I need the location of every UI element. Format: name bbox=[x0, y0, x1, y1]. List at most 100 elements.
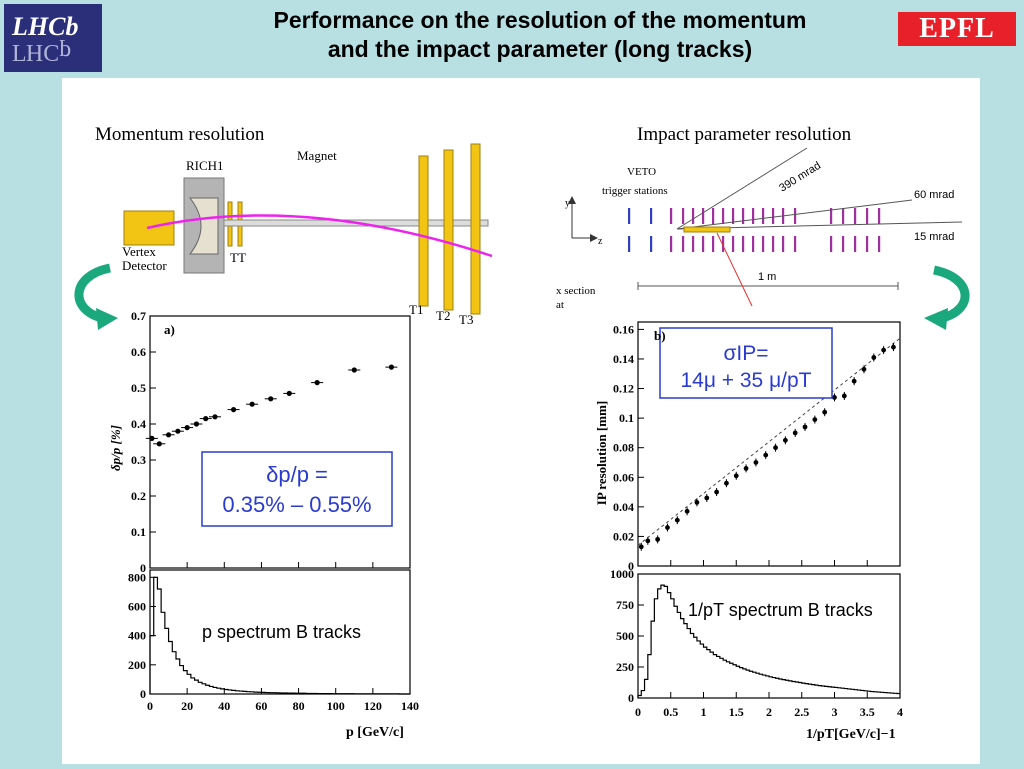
inv-pt-x-tick-label: 0.5 bbox=[663, 705, 678, 719]
vertex-station-bottom bbox=[782, 236, 785, 252]
momentum-point bbox=[193, 421, 200, 427]
vertex-station-top bbox=[670, 208, 673, 224]
p-spectrum-x-axis-label: p [GeV/c] bbox=[346, 725, 404, 740]
momentum-point bbox=[175, 428, 181, 434]
vertex-station-top bbox=[878, 208, 881, 224]
vertex-station-top bbox=[682, 208, 685, 224]
ip-y-tick-label: 0.1 bbox=[619, 411, 634, 425]
vertex-stations-bottom bbox=[628, 236, 881, 252]
inv-pt-x-tick-label: 4 bbox=[897, 705, 903, 719]
inv-pt-x-axis-label: 1/pT[GeV/c]−1 bbox=[806, 727, 896, 742]
vertex-station-bottom bbox=[722, 236, 725, 252]
t3-station bbox=[470, 143, 481, 315]
momentum-annotation-line-2: 0.35% – 0.55% bbox=[222, 492, 371, 517]
p-spectrum-y-tick-label: 600 bbox=[128, 599, 146, 613]
vertex-station-top bbox=[762, 208, 765, 224]
momentum-annotation-box: δp/p = 0.35% – 0.55% bbox=[201, 451, 393, 527]
inv-pt-histogram bbox=[637, 584, 900, 698]
interaction-region bbox=[683, 226, 731, 233]
vertex-station-bottom bbox=[682, 236, 685, 252]
inv-pt-x-tick-label: 3.5 bbox=[860, 705, 875, 719]
left-curved-arrow-head bbox=[96, 308, 118, 330]
vertex-station-bottom bbox=[732, 236, 735, 252]
inv-pt-x-tick-label: 1 bbox=[701, 705, 707, 719]
momentum-point bbox=[351, 367, 357, 373]
ip-point bbox=[638, 544, 644, 550]
ip-point bbox=[841, 393, 847, 399]
vertex-station-bottom bbox=[830, 236, 833, 252]
page-title-line-2: and the impact parameter (long tracks) bbox=[327, 36, 753, 62]
ip-point bbox=[792, 430, 798, 436]
p-spectrum-y-tick-label: 800 bbox=[128, 570, 146, 584]
momentum-y-tick-label: 0.4 bbox=[131, 417, 146, 431]
ip-y-tick-label: 0.02 bbox=[613, 529, 634, 543]
momentum-point bbox=[212, 414, 218, 420]
x-section-label-2: at bbox=[556, 299, 564, 311]
left-curved-arrow bbox=[74, 263, 112, 323]
vertex-station-bottom bbox=[712, 236, 715, 252]
momentum-point bbox=[156, 441, 162, 447]
vertex-station-bottom bbox=[772, 236, 775, 252]
ip-y-tick-label: 0 bbox=[628, 559, 634, 573]
content-panel: Momentum resolution RICH1 Magnet Vertex … bbox=[62, 78, 980, 764]
vertex-station-top bbox=[732, 208, 735, 224]
vertex-station-top bbox=[702, 208, 705, 224]
vertex-station-bottom bbox=[842, 236, 845, 252]
ip-point bbox=[891, 344, 896, 350]
ip-point bbox=[881, 347, 887, 353]
momentum-y-tick-label: 0.5 bbox=[131, 381, 146, 395]
momentum-point bbox=[149, 435, 155, 441]
p-spectrum-x-tick-label: 100 bbox=[327, 699, 345, 713]
p-spectrum-x-tick-label: 0 bbox=[147, 699, 153, 713]
inv-pt-x-tick-label: 3 bbox=[832, 705, 838, 719]
t3-label: T3 bbox=[459, 312, 473, 327]
momentum-y-tick-label: 0.3 bbox=[131, 453, 146, 467]
p-spectrum-y-tick-label: 200 bbox=[128, 658, 146, 672]
rich-label: RICH1 bbox=[186, 158, 224, 173]
tt-label: TT bbox=[230, 250, 246, 265]
inv-pt-y-tick-label: 750 bbox=[616, 598, 634, 612]
momentum-y-tick-label: 0.6 bbox=[131, 345, 146, 359]
momentum-y-tick-label: 0.7 bbox=[131, 309, 146, 323]
y-axis-label: y bbox=[565, 198, 570, 209]
inv-pt-x-tick-label: 1.5 bbox=[729, 705, 744, 719]
vertex-station-bottom bbox=[752, 236, 755, 252]
vertex-station-bottom bbox=[670, 236, 673, 252]
ip-y-tick-label: 0.14 bbox=[613, 352, 634, 366]
magnet-label: Magnet bbox=[297, 148, 337, 163]
vertex-station-bottom bbox=[854, 236, 857, 252]
ip-point bbox=[871, 355, 877, 360]
inv-pt-spectrum-frame bbox=[637, 573, 901, 699]
vertex-station-top bbox=[830, 208, 833, 224]
angle-label-60: 60 mrad bbox=[914, 189, 954, 201]
p-spectrum-chart: 0 200 400 600 800 0 20 40 60 80 100 120 140 bbox=[128, 569, 419, 713]
p-spectrum-x-tick-label: 60 bbox=[255, 699, 267, 713]
angle-label-390: 390 mrad bbox=[777, 160, 823, 195]
vertex-station-top bbox=[866, 208, 869, 224]
vertex-label-2: Detector bbox=[122, 258, 167, 273]
ip-point bbox=[665, 525, 670, 530]
ip-point bbox=[812, 417, 818, 422]
x-section-label-1: x section bbox=[556, 285, 596, 297]
p-spectrum-y-tick-label: 400 bbox=[128, 629, 146, 643]
ip-point bbox=[694, 500, 700, 505]
vertex-station-bottom bbox=[692, 236, 695, 252]
angle-line-390 bbox=[676, 147, 808, 230]
vertex-station-bottom bbox=[794, 236, 797, 252]
lhcb-logo-reflection: ΓHCp bbox=[12, 39, 72, 65]
ip-point bbox=[704, 495, 710, 501]
vertex-station-bottom bbox=[742, 236, 745, 252]
vertex-station-bottom bbox=[878, 236, 881, 252]
vertex-station-top bbox=[650, 208, 653, 224]
ip-point bbox=[645, 538, 651, 544]
momentum-point bbox=[184, 425, 190, 431]
veto-label-1: VETO bbox=[627, 166, 656, 178]
momentum-y-tick-label: 0.2 bbox=[131, 489, 146, 503]
vertex-station-bottom bbox=[762, 236, 765, 252]
vertex-station-bottom bbox=[628, 236, 631, 252]
inv-pt-y-tick-label: 500 bbox=[616, 629, 634, 643]
vertex-station-top bbox=[854, 208, 857, 224]
inv-pt-y-tick-label: 250 bbox=[616, 660, 634, 674]
ip-point bbox=[763, 452, 769, 458]
scale-bar-label: 1 m bbox=[758, 271, 776, 283]
